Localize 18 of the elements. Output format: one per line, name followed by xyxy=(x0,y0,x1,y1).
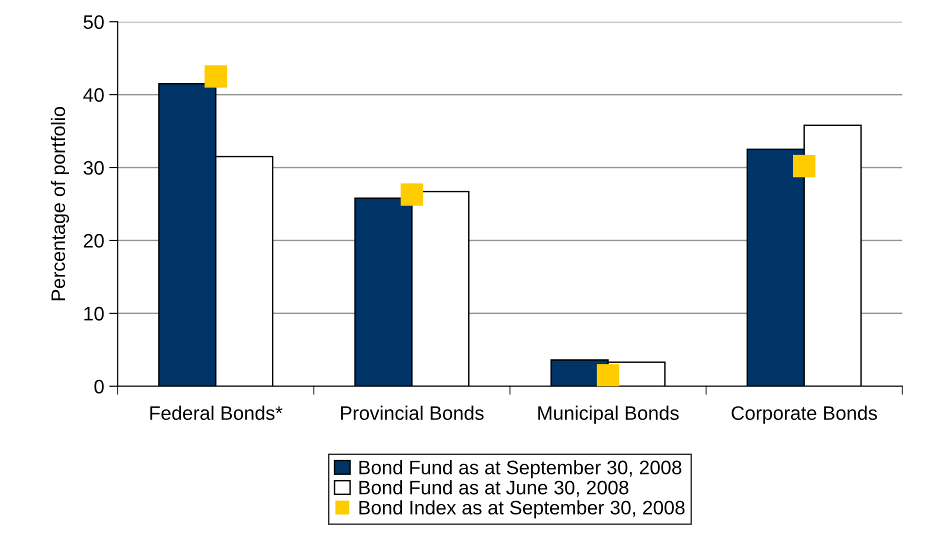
point xyxy=(204,65,227,88)
y-tick-label: 50 xyxy=(84,15,104,29)
y-tick-label: 20 xyxy=(84,234,104,248)
x-tick-label: Municipal Bonds xyxy=(538,406,679,424)
x-tick-label: Corporate Bonds xyxy=(732,406,877,424)
y-tick-label: 10 xyxy=(84,306,104,321)
x-tick-label: Federal Bonds* xyxy=(150,406,282,420)
legend-label: Bond Fund as at September 30, 2008 xyxy=(359,460,682,478)
point xyxy=(596,364,620,386)
legend-label: Bond Fund as at June 30, 2008 xyxy=(359,480,628,497)
point xyxy=(400,183,424,206)
y-axis-title: Percentage of portfolio xyxy=(50,106,69,300)
y-tick-label: 0 xyxy=(94,380,104,394)
y-tick-label: 40 xyxy=(83,88,104,102)
y-tick-label: 30 xyxy=(84,161,104,175)
legend-label: Bond Index as at September 30, 2008 xyxy=(359,500,685,518)
point xyxy=(792,154,816,178)
x-tick-label: Provincial Bonds xyxy=(341,406,484,420)
